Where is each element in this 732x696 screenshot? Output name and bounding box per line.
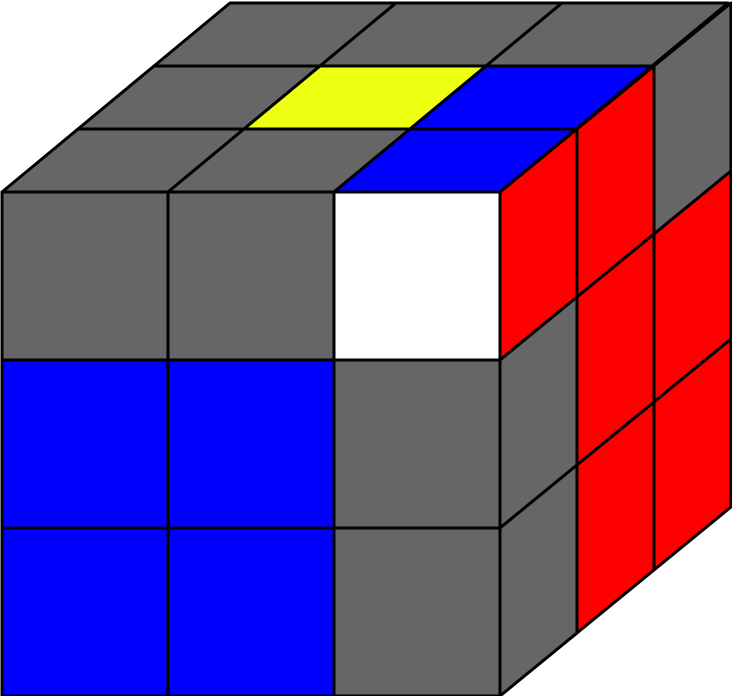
sticker-front-r1-c2 [166,190,336,362]
sticker-front-r2-c2 [166,358,336,530]
cube-front-face [0,190,502,696]
sticker-front-r2-c3 [332,358,502,530]
sticker-front-r1-c3 [332,190,502,362]
sticker-right-r3-c3 [652,337,732,572]
sticker-front-r3-c2 [166,526,336,696]
sticker-front-r1-c1 [0,190,170,362]
cube-top-face [0,1,730,194]
sticker-front-r2-c1 [0,358,170,530]
cube-right-face [498,1,732,696]
sticker-front-r3-c3 [332,526,502,696]
sticker-front-r3-c1 [0,526,170,696]
